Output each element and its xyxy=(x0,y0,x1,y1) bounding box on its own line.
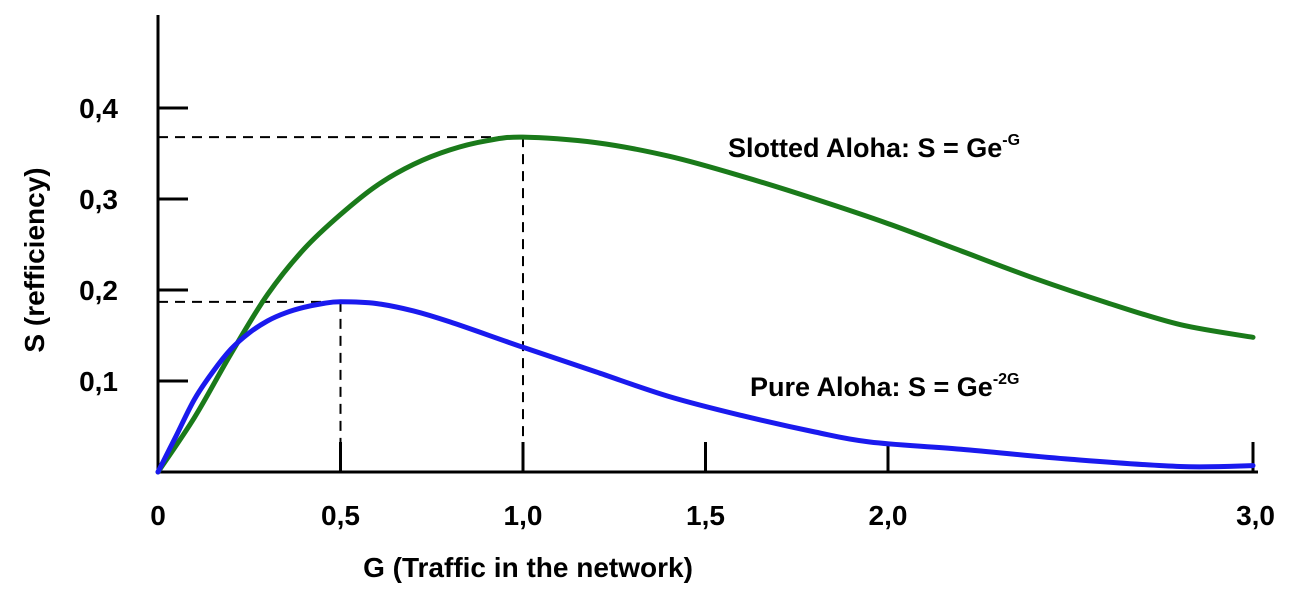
axes xyxy=(156,15,1258,474)
x-tick-label: 1,5 xyxy=(686,500,725,531)
x-tick-label: 0,5 xyxy=(321,500,360,531)
y-tick-label: 0,1 xyxy=(79,366,118,397)
x-tick-label: 2,0 xyxy=(869,500,908,531)
pure-aloha-label-exponent: -2G xyxy=(993,371,1020,388)
x-tick-label: 0 xyxy=(150,500,166,531)
y-tick-label: 0,2 xyxy=(79,275,118,306)
slotted-aloha-curve xyxy=(155,134,1256,475)
slotted-aloha-label: Slotted Aloha: S = Ge-G xyxy=(728,132,1020,163)
reference-lines xyxy=(158,136,524,472)
x-axis-label: G (Traffic in the network) xyxy=(363,552,693,583)
y-tick-label: 0,4 xyxy=(79,93,118,124)
pure-aloha-label: Pure Aloha: S = Ge-2G xyxy=(750,371,1020,402)
pure-aloha-curve xyxy=(155,299,1256,475)
x-ticks: 0 0,5 1,0 1,5 2,0 3,0 xyxy=(150,442,1275,531)
y-tick-label: 0,3 xyxy=(79,184,118,215)
y-axis-label: S (refficiency) xyxy=(19,167,50,352)
curves xyxy=(155,134,1256,475)
y-ticks: 0,1 0,2 0,3 0,4 xyxy=(79,93,188,397)
pure-aloha-label-main: Pure Aloha: S = Ge xyxy=(750,372,993,402)
slotted-aloha-label-exponent: -G xyxy=(1002,132,1020,149)
x-tick-label: 1,0 xyxy=(504,500,543,531)
slotted-aloha-label-main: Slotted Aloha: S = Ge xyxy=(728,133,1002,163)
x-tick-label: 3,0 xyxy=(1236,500,1275,531)
